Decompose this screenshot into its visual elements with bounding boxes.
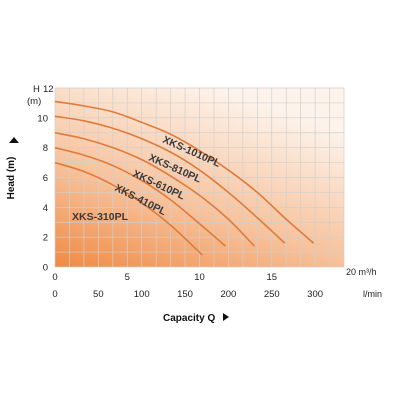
x-bottom-tick-labels: 0 50 100 150 200 250 300 (52, 289, 323, 300)
y-tick-label: 4 (43, 203, 48, 214)
x-axis-title: Capacity Q (163, 313, 215, 324)
x-bottom-tick-label: 100 (134, 289, 150, 300)
curve-xks-1010pl (54, 100, 315, 244)
x-bottom-tick-label: 300 (307, 289, 323, 300)
y-unit-bottom: (m) (27, 96, 41, 107)
x-bottom-tick-label: 0 (52, 289, 57, 300)
x-top-tick-label: 0 (52, 272, 57, 283)
y-axis-title-group: Head (m) (6, 157, 17, 200)
y-tick-label: 10 (37, 113, 48, 124)
curve-xks-310pl (54, 161, 203, 256)
curve-label-xks-310pl: XKS-310PL (72, 211, 129, 223)
y-tick-label: 0 (43, 263, 48, 274)
x-top-tick-labels: 0 5 10 15 (52, 272, 277, 283)
grid-lines (54, 87, 345, 268)
x-axis-arrow-icon (223, 313, 229, 321)
y-tick-labels: 0 2 4 6 8 10 12 (37, 84, 53, 274)
y-axis-title: Head (m) (6, 157, 17, 200)
y-tick-label: 12 (43, 84, 54, 95)
curve-xks-610pl (54, 131, 255, 247)
x-top-tick-label: 15 (266, 272, 277, 283)
x-bottom-tick-label: 150 (177, 289, 193, 300)
curve-xks-410pl (54, 146, 227, 247)
x-bottom-tick-label: 200 (220, 289, 236, 300)
y-axis-arrow-icon (9, 137, 19, 143)
x-bottom-unit: l/min (363, 289, 382, 299)
x-bottom-tick-label: 250 (264, 289, 280, 300)
performance-curves (54, 100, 315, 256)
x-bottom-tick-label: 50 (93, 289, 104, 300)
y-tick-label: 2 (43, 233, 48, 244)
x-top-tick-label: 10 (194, 272, 205, 283)
x-top-unit: 20 m³/h (346, 267, 377, 277)
y-unit-top: H (33, 84, 40, 95)
curve-xks-810pl (54, 115, 286, 244)
y-tick-label: 6 (43, 173, 48, 184)
y-tick-label: 8 (43, 143, 48, 154)
x-top-tick-label: 5 (125, 272, 130, 283)
